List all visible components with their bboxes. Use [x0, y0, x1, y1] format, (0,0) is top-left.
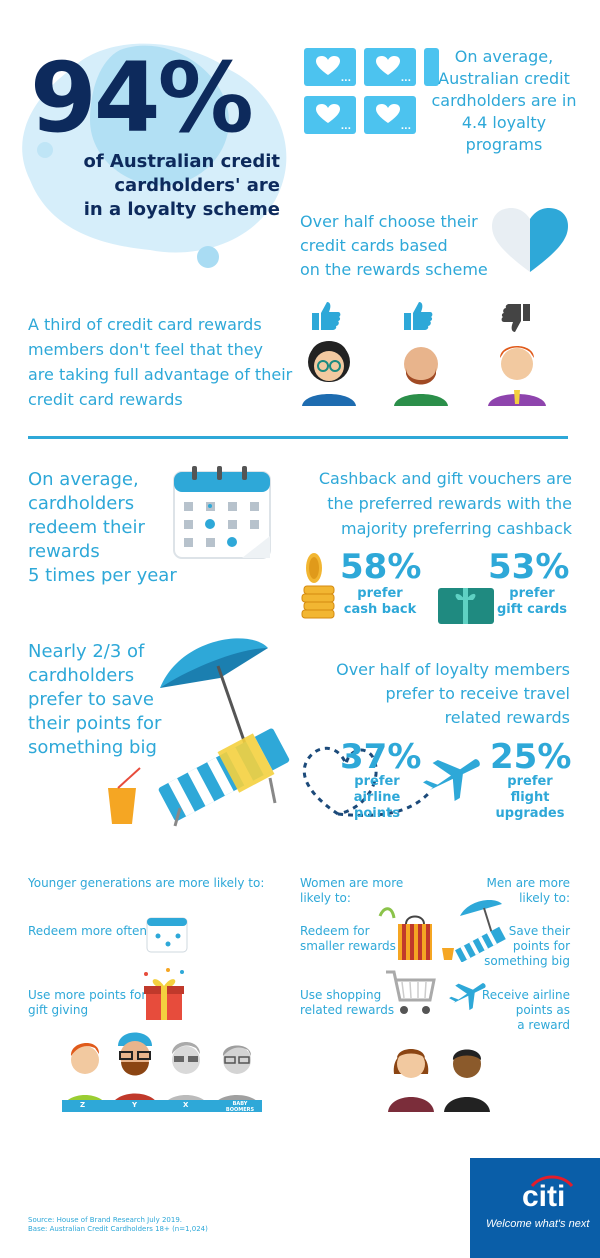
cashback-label: prefer cash back [343, 586, 417, 617]
citi-brand-block: citi Welcome what's next [470, 1158, 600, 1258]
women-item-smaller: Redeem for smaller rewards [300, 924, 396, 953]
section-divider [28, 436, 568, 439]
loyalty-card: ... [364, 96, 416, 134]
bald-man-avatar [394, 347, 448, 406]
generation-label-x: X [183, 1101, 189, 1109]
thumbs-down-icon [501, 304, 530, 332]
generation-label-bar [62, 1100, 262, 1112]
cashback-percent: 58% [340, 547, 422, 587]
generation-z-avatar [62, 1042, 108, 1110]
woman-avatar [302, 341, 356, 406]
travel-text: Over half of loyalty members prefer to r… [336, 660, 570, 727]
calendar-icon [173, 466, 271, 559]
younger-item-gifts: Use more points for gift giving [28, 988, 147, 1017]
airplane-icon [423, 759, 480, 802]
loyalty-card [424, 48, 439, 86]
coins-icon [301, 553, 335, 619]
giftcard-percent: 53% [488, 547, 570, 587]
airplane-icon [449, 983, 486, 1011]
loyalty-cards: ... ... ... ... [304, 48, 439, 143]
airline-percent: 37% [340, 737, 422, 777]
younger-item-redeem: Redeem more often [28, 924, 148, 938]
source-note: Source: House of Brand Research July 201… [28, 1216, 208, 1233]
hero-percent: 94% [30, 42, 254, 154]
loyalty-card: ... [304, 96, 356, 134]
thumbs-up-icon [404, 302, 433, 330]
loyalty-card: ... [364, 48, 416, 86]
gift-box-icon [144, 968, 184, 1020]
airline-label: prefer airline points [353, 774, 401, 821]
younger-heading: Younger generations are more likely to: [28, 876, 265, 890]
thumbs-up-icon [312, 302, 341, 330]
half-heart-icon [492, 208, 568, 272]
shopping-cart-icon [386, 970, 436, 1014]
preferred-text: Cashback and gift vouchers are the prefe… [318, 469, 572, 538]
generation-label-y: Y [132, 1101, 138, 1109]
beach-chair-icon [108, 638, 290, 827]
shopping-bag-icon [378, 907, 432, 960]
generation-x-avatar [162, 1042, 210, 1110]
upgrades-label: prefer flight upgrades [495, 774, 565, 821]
citi-arc-icon [530, 1175, 574, 1188]
redhead-man-avatar [488, 346, 546, 406]
giftcard-label: prefer gift cards [496, 586, 568, 617]
calendar-icon [146, 917, 188, 953]
paint-splash [22, 43, 287, 268]
men-heading: Men are more likely to: [486, 876, 570, 905]
generation-y-avatar [110, 1032, 160, 1110]
hero-caption: of Australian credit cardholders' are in… [83, 151, 280, 220]
generation-label-boomers: BABY BOOMERS [225, 1101, 255, 1113]
men-item-save: Save their points for something big [484, 924, 570, 968]
loyalty-card: ... [304, 48, 356, 86]
woman-avatar [388, 1049, 434, 1112]
gift-card-icon [438, 588, 494, 624]
citi-logo: citi [522, 1180, 566, 1213]
baby-boomer-avatar [212, 1045, 262, 1110]
men-item-airline: Receive airline points as a reward [481, 988, 570, 1032]
citi-tagline: Welcome what's next [486, 1218, 590, 1230]
dotted-heart-path [302, 746, 430, 817]
women-heading: Women are more likely to: [300, 876, 404, 905]
generation-label-z: Z [80, 1101, 86, 1109]
man-avatar [444, 1049, 490, 1112]
redeem-text: On average, cardholders redeem their rew… [28, 469, 177, 586]
women-item-shopping: Use shopping related rewards [300, 988, 395, 1017]
beach-chair-icon [442, 900, 506, 962]
advantage-text: A third of credit card rewards members d… [28, 315, 293, 409]
save-points-text: Nearly 2/3 of cardholders prefer to save… [28, 641, 162, 758]
upgrades-percent: 25% [490, 737, 572, 777]
rewards-choice-text: Over half choose their credit cards base… [300, 212, 488, 279]
programs-text: On average, Australian credit cardholder… [431, 47, 577, 154]
